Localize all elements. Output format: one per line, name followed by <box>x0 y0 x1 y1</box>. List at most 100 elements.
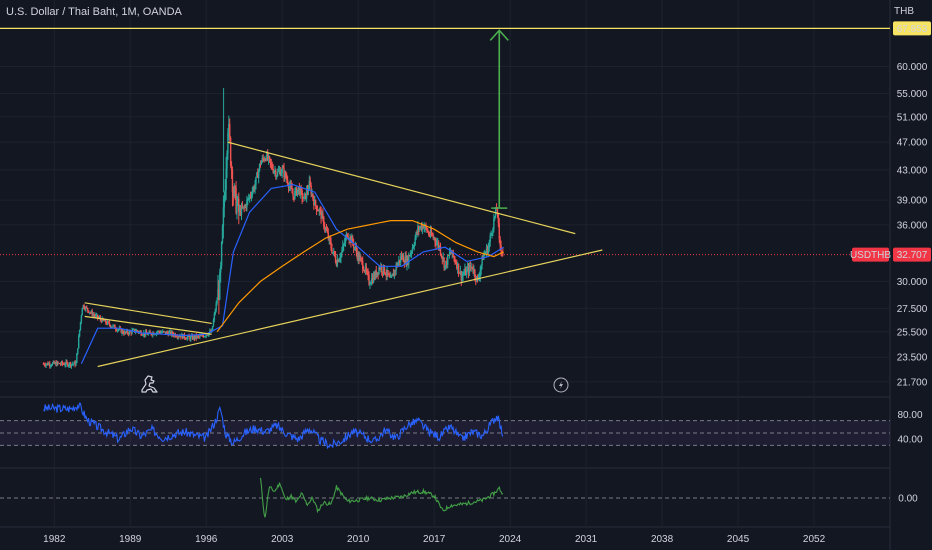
candle-body <box>75 363 77 366</box>
candle-body <box>435 241 437 245</box>
candle-body <box>293 196 295 199</box>
tradingview-logo-icon[interactable] <box>141 375 158 393</box>
candle-body <box>276 175 278 177</box>
candle-body <box>428 231 430 235</box>
candle-body <box>463 273 465 275</box>
candle-body <box>440 254 443 257</box>
candle-body <box>202 336 205 338</box>
candle-body <box>418 226 420 230</box>
candle-body <box>419 225 422 228</box>
candle-body <box>374 270 377 279</box>
candle-body <box>473 269 475 272</box>
candle-body <box>437 242 440 248</box>
candle-body <box>409 255 411 257</box>
candle-body <box>211 326 214 330</box>
candle-body <box>227 132 229 154</box>
candle-body <box>373 274 376 279</box>
candle-body <box>155 332 158 335</box>
trendline-drawings[interactable] <box>84 29 603 368</box>
current-price-label: 32.707 <box>897 250 928 261</box>
candle-body <box>340 253 342 258</box>
symbol-price-badges[interactable]: USDTHB 32.707 <box>850 247 931 262</box>
candle-body <box>176 336 178 338</box>
candle-body <box>311 193 313 195</box>
time-axis[interactable]: 1982 1989 1996 2003 2010 2017 2024 2031 2038 2045… <box>43 534 825 545</box>
candle-body <box>67 362 69 367</box>
target-price-badge[interactable]: 67.853 <box>893 21 931 36</box>
candle-body <box>313 198 315 206</box>
candle-body <box>372 274 375 283</box>
oscillator-pane[interactable] <box>0 477 890 518</box>
candle-body <box>469 265 472 268</box>
candle-body <box>447 255 449 265</box>
candle-body <box>68 362 71 366</box>
candle-body <box>231 169 234 193</box>
candle-body <box>472 268 474 272</box>
candle-body <box>316 210 319 212</box>
candle-body <box>239 209 242 215</box>
time-tick-label: 2003 <box>271 534 294 545</box>
candle-body <box>66 361 68 363</box>
candle-body <box>295 187 298 195</box>
time-tick-label: 2052 <box>803 534 826 545</box>
candle-body <box>364 266 367 272</box>
candle-body <box>204 336 207 338</box>
candle-body <box>452 250 454 257</box>
candle-body <box>308 180 311 190</box>
candle-body <box>154 334 157 335</box>
moving-averages[interactable] <box>80 183 504 365</box>
candle-body <box>45 364 47 366</box>
candle-body <box>379 267 381 269</box>
candle-body <box>465 268 467 275</box>
candle-body <box>290 184 292 189</box>
candle-body <box>286 177 288 180</box>
lightning-icon[interactable] <box>553 377 569 393</box>
candle-body <box>315 205 318 211</box>
candle-body <box>261 157 263 162</box>
candle-body <box>362 269 365 271</box>
candle-body <box>421 225 424 230</box>
candle-body <box>101 318 103 322</box>
candle-body <box>285 172 287 178</box>
candle-body <box>389 275 391 278</box>
candle-body <box>79 321 82 330</box>
candle-body <box>72 363 74 365</box>
candle-body <box>332 252 334 253</box>
candle-body <box>147 333 150 335</box>
symbol-title[interactable]: U.S. Dollar / Thai Baht, 1M, OANDA <box>6 6 182 18</box>
price-tick-label: 39.000 <box>897 196 928 207</box>
candle-body <box>411 247 414 252</box>
candle-body <box>358 253 360 261</box>
candle-body <box>161 332 163 334</box>
price-axis[interactable]: 60.000 55.000 51.000 47.000 43.000 39.000 36.0… <box>897 62 928 388</box>
candle-body <box>246 200 248 208</box>
candle-body <box>225 168 227 190</box>
candle-body <box>238 209 241 212</box>
candle-body <box>292 193 294 197</box>
candle-body <box>194 335 197 339</box>
candle-body <box>110 326 112 328</box>
candle-body <box>146 333 149 335</box>
candle-body <box>282 167 284 169</box>
price-tick-label: 43.000 <box>897 165 928 176</box>
candle-body <box>132 329 134 331</box>
candle-body <box>94 315 96 317</box>
candle-body <box>446 260 448 265</box>
candle-body <box>274 170 276 172</box>
currency-label: THB <box>894 6 914 17</box>
candle-body <box>492 229 494 234</box>
candle-body <box>304 193 306 197</box>
candle-body <box>284 172 286 178</box>
time-tick-label: 1996 <box>195 534 218 545</box>
candle-body <box>430 230 433 236</box>
candle-body <box>69 362 72 367</box>
time-tick-label: 1989 <box>119 534 142 545</box>
candle-body <box>156 331 159 333</box>
candle-body <box>77 336 80 349</box>
candle-body <box>486 247 489 254</box>
candle-body <box>221 226 224 243</box>
rsi-pane[interactable] <box>0 402 890 450</box>
candle-body <box>433 237 435 239</box>
candle-body <box>120 328 122 333</box>
